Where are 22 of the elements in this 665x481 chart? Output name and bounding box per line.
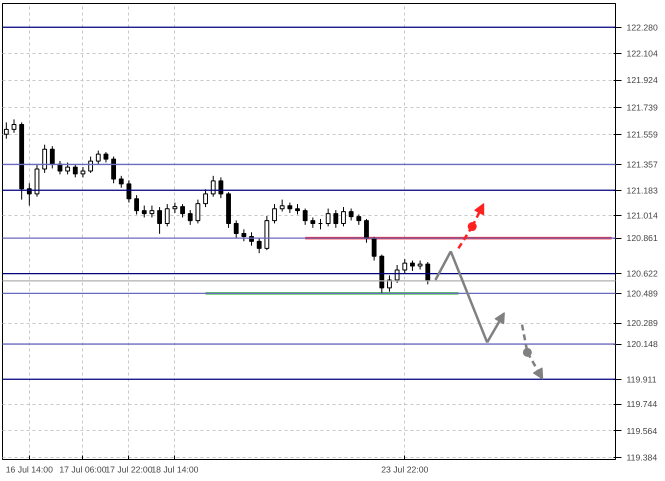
ref-line-label: 121.183 — [626, 185, 658, 196]
y-tick-label: 119.564 — [626, 426, 658, 436]
y-tick-label: 119.744 — [626, 399, 658, 410]
ref-line-label: 122.280 — [626, 22, 658, 32]
y-tick-label: 122.104 — [626, 48, 658, 58]
x-tick-label: 17 Jul 22:00 — [105, 464, 153, 474]
y-tick-label: 121.739 — [626, 102, 658, 113]
x-tick-label: 23 Jul 22:00 — [381, 464, 429, 474]
ref-line-label: 120.489 — [626, 288, 658, 298]
ref-line-label: 121.357 — [626, 159, 658, 170]
y-tick-label: 121.014 — [626, 210, 658, 220]
ref-line-label: 120.622 — [626, 268, 658, 279]
y-tick-label: 121.559 — [626, 129, 658, 140]
y-tick-label: 119.384 — [626, 452, 658, 463]
x-tick-label: 16 Jul 14:00 — [6, 464, 54, 474]
y-tick-label: 121.924 — [626, 75, 658, 86]
x-tick-label: 18 Jul 14:00 — [151, 464, 199, 474]
ref-line-label: 119.911 — [626, 374, 657, 384]
y-tick-label: 120.289 — [626, 318, 658, 328]
x-tick-label: 17 Jul 06:00 — [59, 464, 107, 474]
ref-line-label: 120.148 — [626, 339, 658, 350]
ref-line-label: 120.861 — [626, 233, 658, 244]
